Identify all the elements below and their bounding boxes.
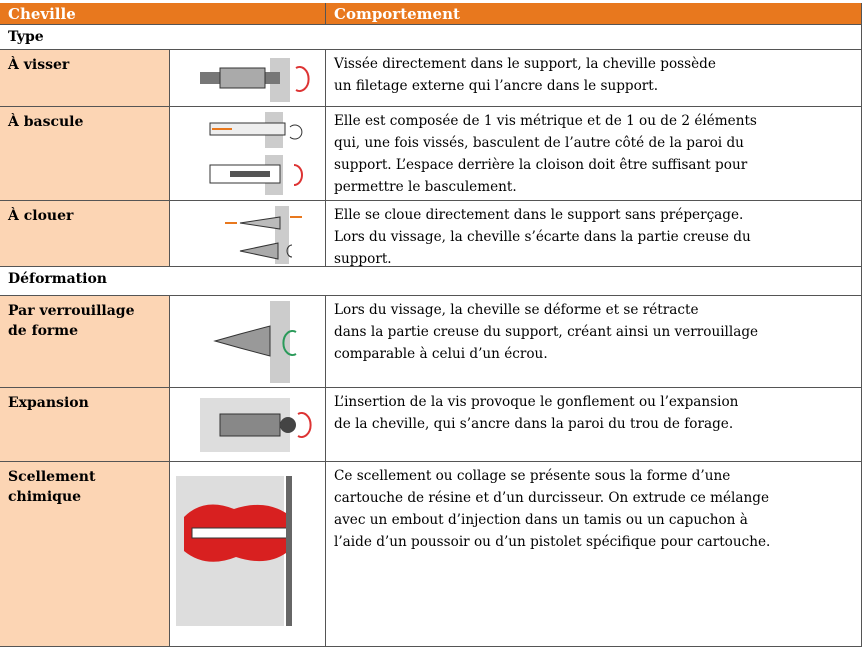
illustration-drawing (200, 398, 312, 452)
description-line: dans la partie creuse du support, créant… (334, 324, 759, 340)
row-name: Par verrouillage de forme (0, 296, 170, 388)
header-cell: Comportement (326, 3, 862, 25)
row-name-text: À bascule (8, 114, 84, 130)
row-name-text: chimique (8, 489, 82, 505)
row-name-text: À clouer (8, 208, 74, 224)
description-line: cartouche de résine et d’un durcisseur. … (334, 490, 769, 506)
illustration-drawing (176, 476, 292, 626)
description-line: avec un embout d’injection dans un tamis… (334, 512, 748, 528)
description-line: support. (334, 251, 392, 267)
row-name: Expansion (0, 388, 170, 462)
row-name-text: À visser (8, 57, 70, 73)
row-name-text: Scellement (8, 469, 96, 485)
row-name: À bascule (0, 107, 170, 201)
illustration (170, 50, 326, 107)
description-line: L’insertion de la vis provoque le gonfle… (334, 394, 739, 410)
illustration-drawing (225, 206, 302, 264)
illustration-drawing (213, 301, 297, 383)
description-line: comparable à celui d’un écrou. (334, 346, 548, 362)
description-line: un filetage externe qui l’ancre dans le … (334, 78, 659, 94)
row-name: À clouer (0, 201, 170, 267)
illustration-drawing (200, 58, 310, 102)
description-line: Lors du vissage, la cheville s’écarte da… (334, 229, 751, 245)
description-line: l’aide d’un poussoir ou d’un pistolet sp… (334, 534, 771, 550)
row-description: Lors du vissage, la cheville se déforme … (326, 296, 862, 388)
header-text: Cheville (8, 5, 76, 23)
row-name: À visser (0, 50, 170, 107)
row-description: Vissée directement dans le support, la c… (326, 50, 862, 107)
illustration-drawing (209, 112, 303, 195)
row-description: L’insertion de la vis provoque le gonfle… (326, 388, 862, 462)
description-line: qui, une fois vissés, basculent de l’aut… (334, 135, 744, 151)
description-line: permettre le basculement. (334, 179, 517, 195)
section-title: Déformation (8, 271, 107, 287)
row-description: Elle se cloue directement dans le suppor… (326, 201, 862, 267)
description-line: de la cheville, qui s’ancre dans la paro… (334, 416, 734, 432)
description-line: Lors du vissage, la cheville se déforme … (334, 302, 699, 318)
section-row: Déformation (0, 267, 862, 296)
row-name-text: Par verrouillage (8, 303, 135, 319)
description-line: Elle se cloue directement dans le suppor… (334, 207, 744, 223)
row-name-text: Expansion (8, 395, 89, 411)
illustration (170, 107, 326, 201)
row-name-text: de forme (8, 323, 79, 339)
description-line: Ce scellement ou collage se présente sou… (334, 468, 731, 484)
section-title: Type (8, 29, 44, 45)
header-cell: Cheville (0, 3, 326, 25)
description-line: support. L’espace derrière la cloison do… (334, 157, 748, 173)
illustration (170, 388, 326, 462)
row-name: Scellement chimique (0, 462, 170, 647)
header-text: Comportement (334, 5, 460, 23)
section-row: Type (0, 25, 862, 50)
illustration (170, 201, 326, 267)
description-line: Vissée directement dans le support, la c… (334, 56, 716, 72)
row-description: Elle est composée de 1 vis métrique et d… (326, 107, 862, 201)
illustration (170, 462, 326, 647)
illustration (170, 296, 326, 388)
row-description: Ce scellement ou collage se présente sou… (326, 462, 862, 647)
description-line: Elle est composée de 1 vis métrique et d… (334, 113, 757, 129)
